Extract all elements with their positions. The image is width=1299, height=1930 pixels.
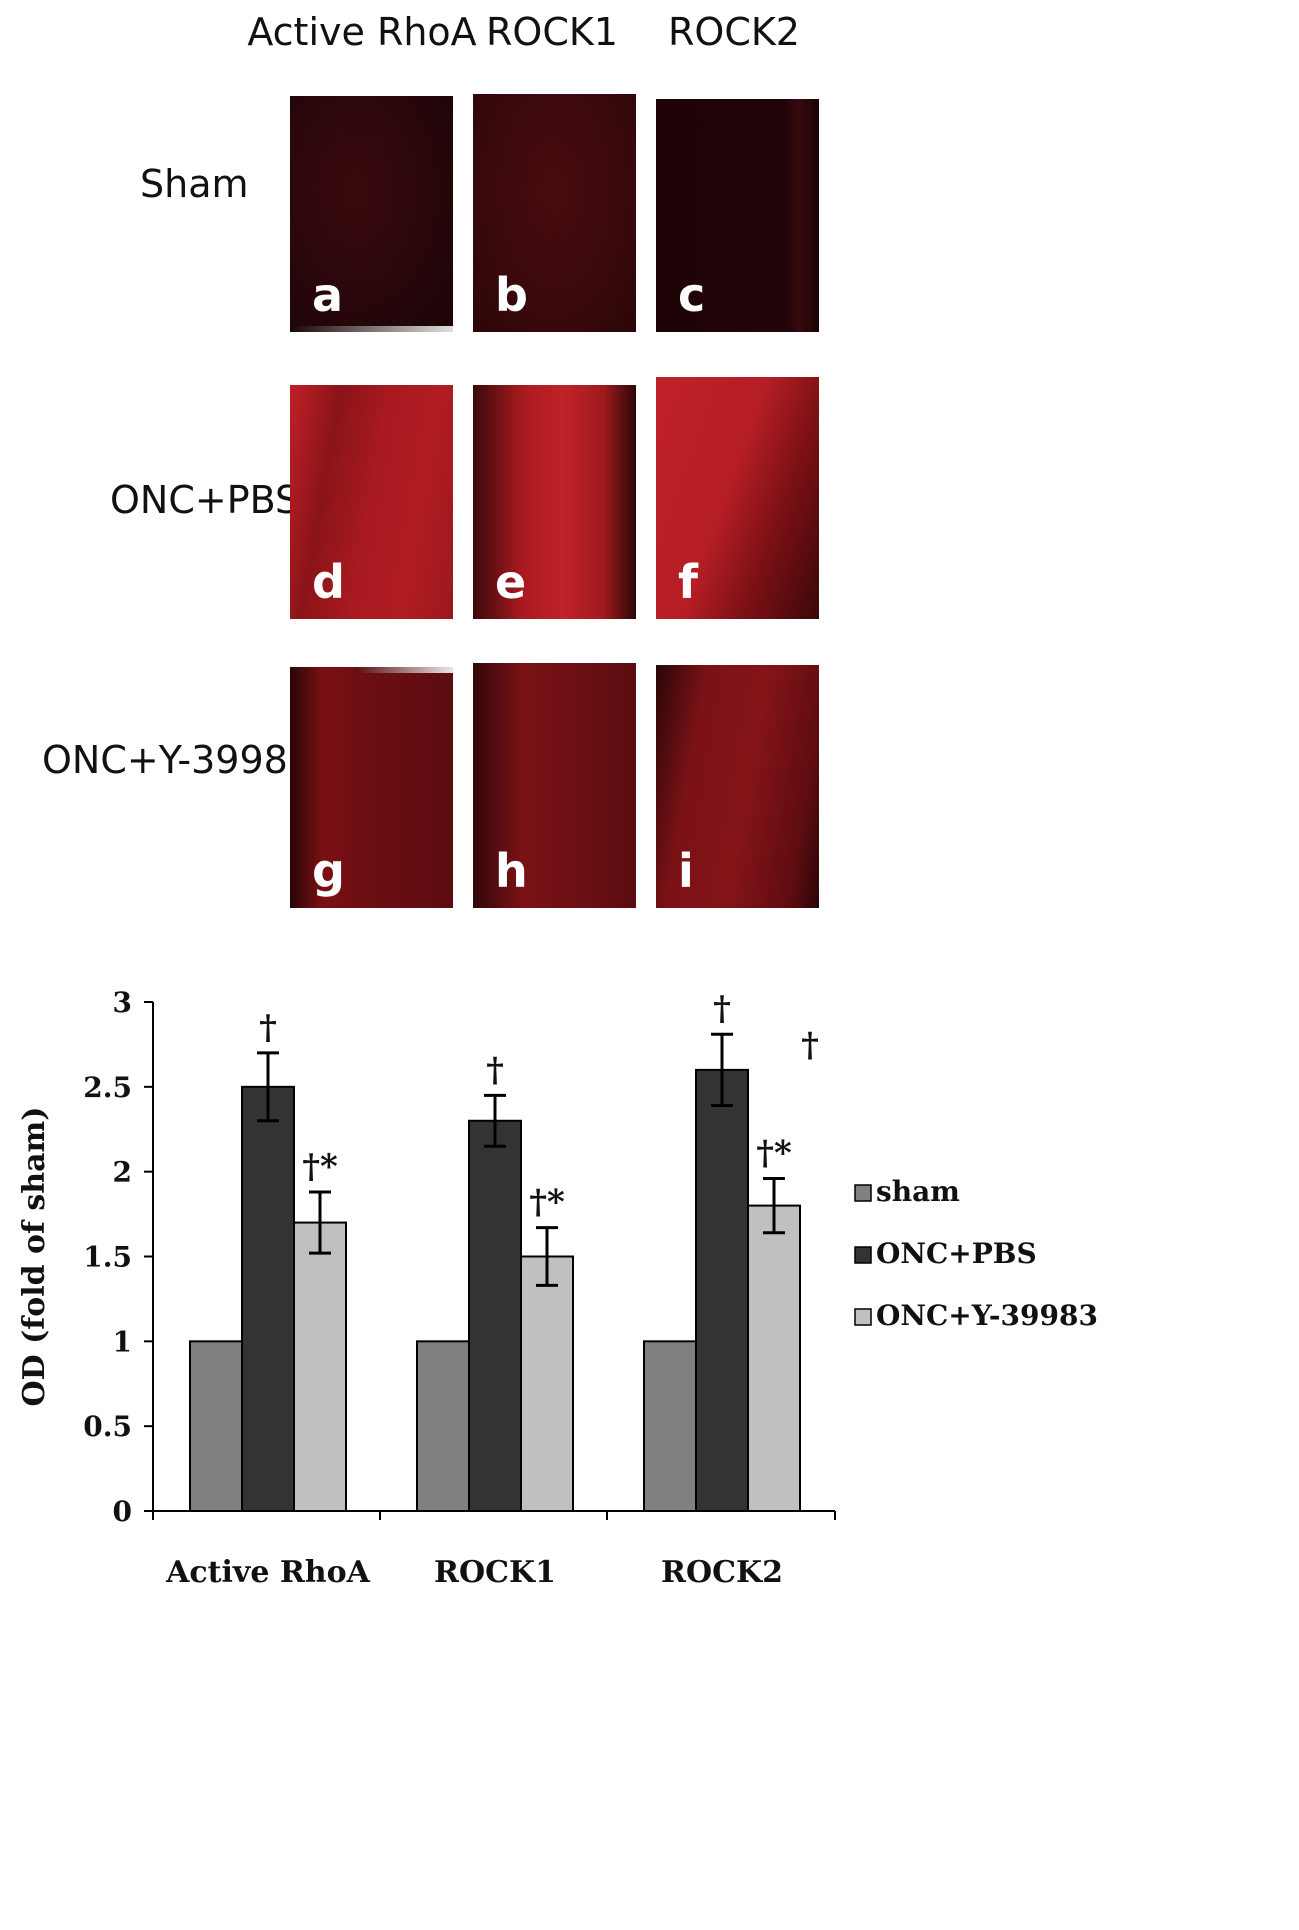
row-label-onc-y39983: ONC+Y-39983 xyxy=(42,738,313,782)
bar-onc-y-39983-1 xyxy=(520,1255,574,1512)
panel-letter-a: a xyxy=(312,268,344,322)
legend-label-1: ONC+PBS xyxy=(876,1237,1037,1270)
panel-letter-h: h xyxy=(495,844,528,898)
micrograph-panel-a: a xyxy=(290,96,453,332)
bar-sham-1 xyxy=(416,1340,470,1513)
legend-label-0: sham xyxy=(876,1175,960,1208)
micrograph-panel-d: d xyxy=(290,385,453,619)
bar-sham-2 xyxy=(643,1340,697,1513)
legend-label-2: ONC+Y-39983 xyxy=(876,1299,1098,1332)
legend-swatch-1 xyxy=(854,1246,872,1264)
column-header-active-rhoa: Active RhoA xyxy=(247,10,477,54)
panel-letter-f: f xyxy=(678,555,699,609)
micrograph-panel-e: e xyxy=(473,385,636,619)
column-header-rock2: ROCK2 xyxy=(668,10,800,54)
bar-onc-pbs-0 xyxy=(241,1085,295,1513)
x-tick-label: Active RhoA xyxy=(165,1555,371,1590)
panel-letter-i: i xyxy=(678,844,694,898)
significance-marker: † xyxy=(486,1050,504,1090)
y-tick-label: 0.5 xyxy=(83,1410,132,1443)
micrograph-panel-b: b xyxy=(473,94,636,332)
significance-marker: †* xyxy=(529,1183,565,1223)
y-tick-label: 2 xyxy=(113,1156,132,1189)
row-label-sham: Sham xyxy=(140,162,249,206)
y-tick-label: 0 xyxy=(113,1495,132,1528)
y-tick-label: 2.5 xyxy=(83,1071,132,1104)
panel-letter-b: b xyxy=(495,268,528,322)
panel-letter-e: e xyxy=(495,555,527,609)
y-axis-label: OD (fold of sham) xyxy=(17,1107,52,1407)
bar-onc-y-39983-0 xyxy=(293,1221,347,1512)
micrograph-panel-c: c xyxy=(656,99,819,332)
column-header-rock1: ROCK1 xyxy=(486,10,618,54)
y-tick-label: 1 xyxy=(113,1325,132,1358)
significance-marker: † xyxy=(259,1008,277,1048)
micrograph-panel-h: h xyxy=(473,663,636,908)
x-tick-label: ROCK2 xyxy=(661,1555,783,1590)
micrograph-panel-f: f xyxy=(656,377,819,619)
significance-marker: † xyxy=(801,1025,819,1065)
bar-onc-pbs-1 xyxy=(468,1119,522,1513)
micrograph-panel-i: i xyxy=(656,665,819,908)
legend-swatch-0 xyxy=(854,1184,872,1202)
bar-onc-y-39983-2 xyxy=(747,1204,801,1512)
y-tick-label: 1.5 xyxy=(83,1241,132,1274)
panel-letter-g: g xyxy=(312,844,345,898)
legend-swatch-2 xyxy=(854,1308,872,1326)
panel-letter-d: d xyxy=(312,555,345,609)
bar-sham-0 xyxy=(189,1340,243,1513)
y-tick-label: 3 xyxy=(113,986,132,1019)
micrograph-panel-g: g xyxy=(290,667,453,908)
significance-marker: †* xyxy=(302,1147,338,1187)
significance-marker: †* xyxy=(756,1133,792,1173)
panel-letter-c: c xyxy=(678,268,706,322)
row-label-onc-pbs: ONC+PBS xyxy=(110,478,300,522)
significance-marker: † xyxy=(713,989,731,1029)
x-tick-label: ROCK1 xyxy=(434,1555,556,1590)
bar-onc-pbs-2 xyxy=(695,1068,749,1513)
